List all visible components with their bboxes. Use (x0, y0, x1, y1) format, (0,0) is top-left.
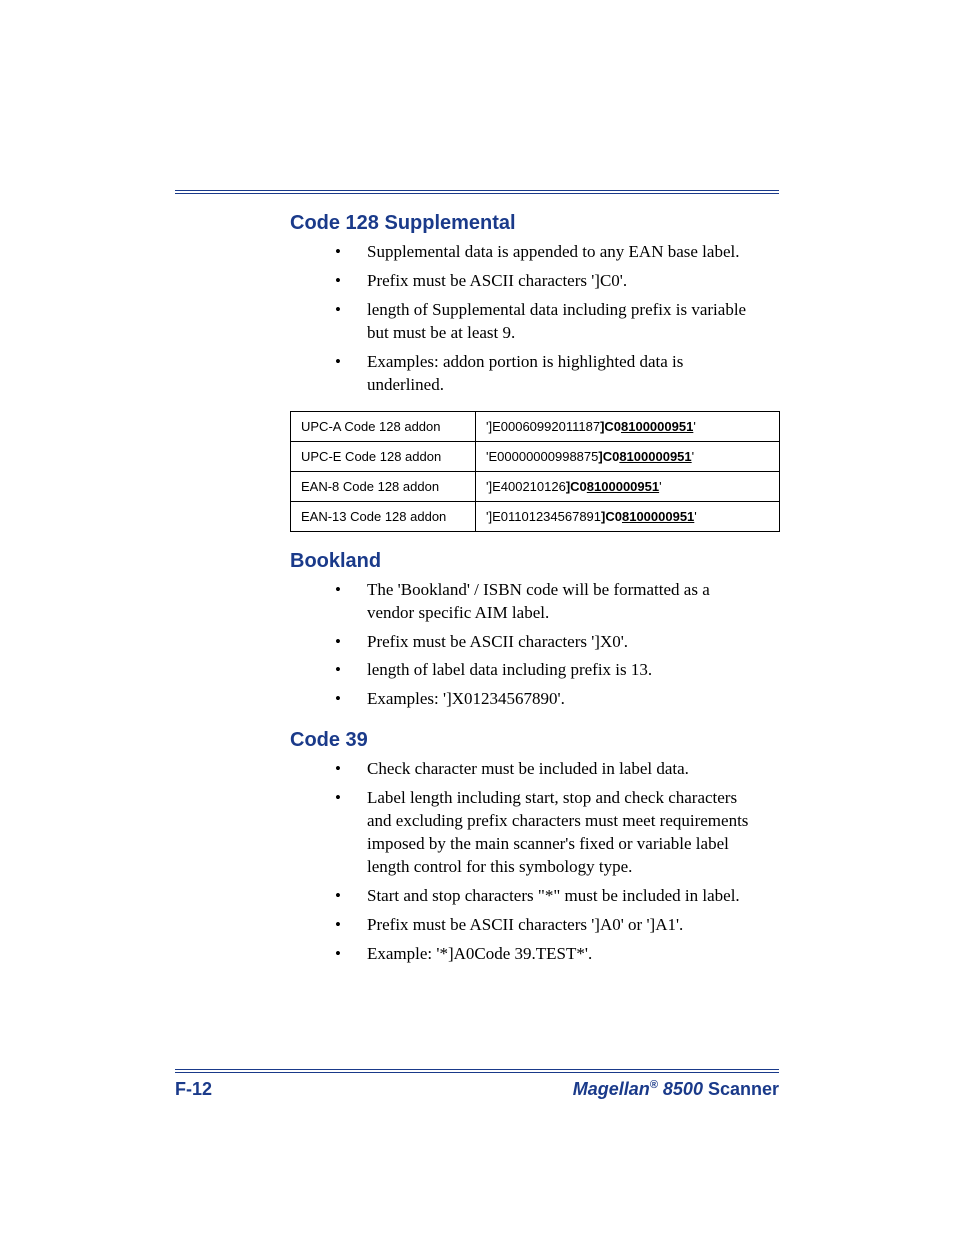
list-item: length of label data including prefix is… (335, 659, 759, 682)
list-item: Start and stop characters "*" must be in… (335, 885, 759, 908)
list-item: Examples: ']X01234567890'. (335, 688, 759, 711)
list-item: Prefix must be ASCII characters ']A0' or… (335, 914, 759, 937)
page-number: F-12 (175, 1079, 212, 1100)
model-number: 8500 (658, 1079, 708, 1099)
list-item: The 'Bookland' / ISBN code will be forma… (335, 579, 759, 625)
footer-title: Magellan® 8500 Scanner (573, 1079, 779, 1100)
table-row: EAN-13 Code 128 addon ']E01101234567891]… (291, 501, 780, 531)
code-bold: ]C0 (566, 479, 587, 494)
list-item: Examples: addon portion is highlighted d… (335, 351, 759, 397)
table-cell-label: EAN-8 Code 128 addon (291, 471, 476, 501)
bullet-list-code39: Check character must be included in labe… (335, 758, 779, 966)
bullet-list-bookland: The 'Bookland' / ISBN code will be forma… (335, 579, 779, 712)
table-cell-label: UPC-A Code 128 addon (291, 411, 476, 441)
list-item: Supplemental data is appended to any EAN… (335, 241, 759, 264)
heading-bookland: Bookland (290, 550, 779, 573)
code-prefix: ']E00060992011187 (486, 419, 600, 434)
code-prefix: ']E400210126 (486, 479, 566, 494)
table-cell-value: 'E00000000998875]C08100000951' (476, 441, 780, 471)
table-row: UPC-A Code 128 addon ']E00060992011187]C… (291, 411, 780, 441)
list-item: Label length including start, stop and c… (335, 787, 759, 879)
page-footer: F-12 Magellan® 8500 Scanner (175, 1069, 779, 1100)
code-bold: ]C0 (601, 509, 622, 524)
heading-code-39: Code 39 (290, 729, 779, 752)
code-suffix: ' (694, 509, 696, 524)
code-underlined: 8100000951 (621, 419, 693, 434)
table-cell-value: ']E00060992011187]C08100000951' (476, 411, 780, 441)
table-row: UPC-E Code 128 addon 'E00000000998875]C0… (291, 441, 780, 471)
code-underlined: 8100000951 (587, 479, 659, 494)
code-prefix: 'E00000000998875 (486, 449, 598, 464)
table-row: EAN-8 Code 128 addon ']E400210126]C08100… (291, 471, 780, 501)
footer-row: F-12 Magellan® 8500 Scanner (175, 1079, 779, 1100)
top-horizontal-rule (175, 190, 779, 194)
list-item: length of Supplemental data including pr… (335, 299, 759, 345)
code-prefix: ']E01101234567891 (486, 509, 601, 524)
list-item: Check character must be included in labe… (335, 758, 759, 781)
product-suffix: Scanner (708, 1079, 779, 1099)
code-suffix: ' (692, 449, 694, 464)
list-item: Example: '*]A0Code 39.TEST*'. (335, 943, 759, 966)
heading-code-128-supplemental: Code 128 Supplemental (290, 212, 779, 235)
table-cell-label: UPC-E Code 128 addon (291, 441, 476, 471)
code-underlined: 8100000951 (619, 449, 691, 464)
list-item: Prefix must be ASCII characters ']C0'. (335, 270, 759, 293)
code-bold: ]C0 (598, 449, 619, 464)
code-bold: ]C0 (600, 419, 621, 434)
footer-horizontal-rule (175, 1069, 779, 1073)
table-cell-value: ']E400210126]C08100000951' (476, 471, 780, 501)
code-underlined: 8100000951 (622, 509, 694, 524)
document-page: Code 128 Supplemental Supplemental data … (0, 0, 954, 1235)
table-cell-value: ']E01101234567891]C08100000951' (476, 501, 780, 531)
code-suffix: ' (659, 479, 661, 494)
list-item: Prefix must be ASCII characters ']X0'. (335, 631, 759, 654)
code-suffix: ' (693, 419, 695, 434)
table-cell-label: EAN-13 Code 128 addon (291, 501, 476, 531)
code128-examples-table: UPC-A Code 128 addon ']E00060992011187]C… (290, 411, 780, 532)
brand-text: Magellan (573, 1079, 650, 1099)
registered-mark: ® (650, 1079, 658, 1091)
bullet-list-code128: Supplemental data is appended to any EAN… (335, 241, 779, 397)
brand-name: Magellan® 8500 (573, 1079, 708, 1099)
